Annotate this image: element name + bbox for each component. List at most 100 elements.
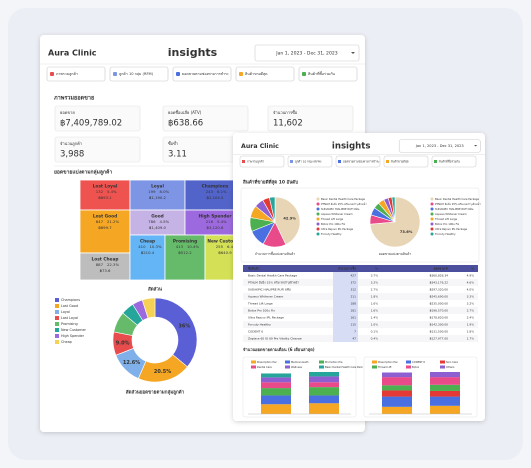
- bar-segment: [261, 388, 291, 396]
- cell-share: 6.4%: [227, 244, 237, 249]
- table-header-cell: ชื่อสินค้า: [248, 266, 260, 271]
- cell-count: 132: [96, 189, 104, 194]
- table-row: [243, 300, 478, 307]
- tab-button[interactable]: [298, 66, 358, 82]
- dropdown-arrow: [474, 145, 478, 147]
- front-content: Aura Clinic insights Jan 1, 2023 - Dec 31,…: [233, 139, 485, 418]
- legend-label: Botox: [412, 365, 420, 369]
- bar-segment: [309, 387, 339, 396]
- slice-label: 12.6%: [123, 360, 140, 366]
- slice-label: 20.5%: [154, 369, 171, 375]
- legend-label: Ultra Rejuvo IPL Package: [321, 227, 353, 231]
- bar-segment: [309, 382, 339, 388]
- kpi-value: ฿7,409,789.02: [60, 119, 122, 129]
- cell-share: 8.0%: [160, 189, 170, 194]
- table-cell: Botox Pro 100u Fix: [248, 309, 275, 313]
- date-range: Jan 1, 2023 - Dec 31, 2023: [415, 144, 464, 148]
- treemap-cell: [129, 209, 186, 236]
- legend-swatch: [406, 360, 411, 364]
- tab-button[interactable]: [335, 155, 381, 168]
- kpi-card: [54, 105, 141, 132]
- legend-swatch: [430, 197, 434, 201]
- table-cell: Forcuty Healthy: [248, 323, 271, 327]
- tab-label: สินค้าที่ซื้อร่วมกัน: [439, 160, 460, 164]
- cell-label: Lost Good: [93, 214, 117, 220]
- kpi-value: 3,988: [60, 150, 84, 160]
- logo: insights: [168, 46, 218, 59]
- kpi-value: ฿638.66: [168, 119, 203, 129]
- kpi-label: ยอดขาย: [60, 110, 75, 115]
- cell-amount: ฿210.4: [141, 250, 155, 255]
- legend-label: Promotion Pre: [325, 360, 343, 364]
- pie-slice: [391, 196, 396, 223]
- kpi-card: [54, 136, 141, 163]
- cell-count: 199: [148, 189, 156, 194]
- cell-amount: ฿512.2: [178, 250, 192, 255]
- bar-segment: [430, 405, 460, 414]
- tab-icon: [302, 72, 306, 76]
- tab-icon: [113, 72, 117, 76]
- table-row: [243, 293, 478, 300]
- legend-label: High Spender: [61, 334, 85, 338]
- tab-button[interactable]: [383, 155, 429, 168]
- legend-swatch: [316, 207, 320, 211]
- legend-label: Prescription Pac: [378, 360, 398, 364]
- table-row: [243, 286, 478, 293]
- tab-button[interactable]: [431, 155, 477, 168]
- tab-button[interactable]: [172, 66, 232, 82]
- cell-label: Lost Loyal: [93, 184, 118, 190]
- pie-caption: ยอดขายแบ่งตามสินค้า: [379, 252, 412, 256]
- cell-count: 413: [176, 244, 184, 249]
- count-cell-bg: [333, 272, 358, 279]
- table-cell: 211: [350, 295, 356, 299]
- legend-label: Cheap: [61, 340, 72, 344]
- legend-swatch: [316, 222, 320, 226]
- pie-slice: [269, 196, 276, 223]
- table-cell: 312: [350, 288, 356, 292]
- pie-caption: จำนวนการซื้อแบ่งตามสินค้า: [255, 251, 295, 256]
- table-cell: Thread Lift Large: [247, 302, 273, 306]
- legend-label: Thread Lift Large: [321, 217, 343, 221]
- cell-amount: ฿640.9: [218, 250, 232, 255]
- legend-swatch: [372, 365, 377, 369]
- tab-button[interactable]: [46, 66, 106, 82]
- date-picker[interactable]: [398, 139, 481, 153]
- cell-share: 10.4%: [187, 244, 199, 249]
- legend-swatch: [55, 334, 59, 338]
- bar-segment: [261, 373, 291, 378]
- legend-swatch: [430, 207, 434, 211]
- cell-count: 243: [206, 189, 214, 194]
- legend-label: PTNLM ฮัมมิ่ง 25% ครีมเจลบำรุงผิวหน้า: [435, 202, 481, 207]
- legend-label: Thread Lift Large: [435, 217, 457, 221]
- table-cell: 161: [350, 316, 356, 320]
- table-cell: ฿131,500.00: [430, 330, 449, 334]
- tab-label: สินค้าขายดีสุด: [245, 71, 268, 77]
- bar-segment: [309, 403, 339, 414]
- legend-swatch: [316, 202, 320, 206]
- cell-amount: ฿899.7: [98, 225, 112, 230]
- tab-button[interactable]: [239, 155, 285, 168]
- date-picker[interactable]: [254, 44, 360, 62]
- legend-label: Wellness: [291, 365, 303, 369]
- table-cell: 1.8%: [371, 295, 379, 299]
- legend-label: CODENT 6: [412, 360, 425, 364]
- legend-label: New Customer: [61, 328, 87, 332]
- table-cell: Basic Dental Health Care Package: [248, 274, 297, 278]
- table-cell: 3.2%: [467, 302, 475, 306]
- tab-button[interactable]: [109, 66, 169, 82]
- table-cell: 3.7%: [371, 274, 379, 278]
- tab-button[interactable]: [235, 66, 295, 82]
- slice-label: 73.6%: [400, 230, 413, 234]
- legend-swatch: [406, 365, 411, 369]
- table-cell: 4.9%: [467, 274, 475, 278]
- bar-segment: [261, 382, 291, 389]
- legend-swatch: [430, 212, 434, 216]
- table-cell: 4.6%: [467, 281, 475, 285]
- table-cell: 2.4%: [467, 316, 475, 320]
- bar-segment: [382, 385, 412, 391]
- tab-button[interactable]: [287, 155, 333, 168]
- legend-swatch: [440, 360, 445, 364]
- cell-count: 847: [96, 219, 104, 224]
- table-row: [243, 272, 478, 279]
- table-row: [243, 314, 478, 321]
